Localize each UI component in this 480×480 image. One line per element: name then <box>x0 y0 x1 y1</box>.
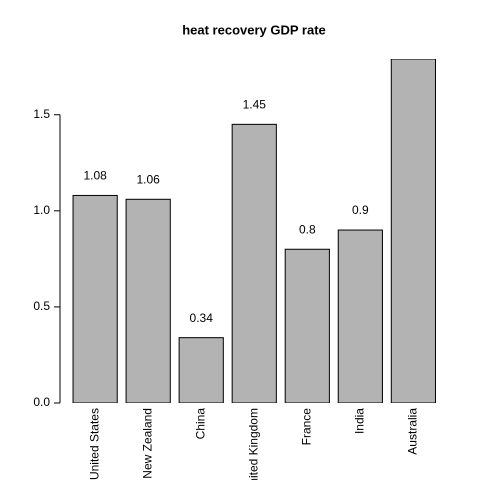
x-tick-label: India <box>353 408 367 434</box>
value-label: 0.34 <box>190 311 214 325</box>
bar <box>72 194 118 403</box>
value-label: 1.45 <box>243 98 267 112</box>
x-tick-label: Australia <box>406 408 420 455</box>
bar <box>231 123 277 403</box>
y-tick-label: 1.0 <box>33 203 50 217</box>
plot-area: 1.08 1.06 0.34 1.45 0.8 0.9 1.79 <box>72 32 436 403</box>
x-tick-label: United States <box>87 408 101 480</box>
chart-title: heat recovery GDP rate <box>182 22 326 37</box>
value-label: 1.79 <box>402 32 426 46</box>
bar <box>284 248 330 403</box>
bar <box>178 337 224 403</box>
y-tick-label: 0.0 <box>33 395 50 409</box>
value-label: 1.08 <box>83 169 107 183</box>
x-tick-label: China <box>193 408 207 440</box>
x-tick-label: France <box>299 408 313 446</box>
bar <box>125 198 171 403</box>
x-tick-label: United Kingdom <box>246 408 260 480</box>
value-label: 1.06 <box>137 172 161 186</box>
bar <box>337 229 383 403</box>
x-tick-label: New Zealand <box>140 408 154 479</box>
value-label: 0.8 <box>299 222 316 236</box>
bar <box>390 59 436 403</box>
value-label: 0.9 <box>352 203 369 217</box>
y-tick-label: 0.5 <box>33 299 50 313</box>
y-tick-label: 1.5 <box>33 107 50 121</box>
